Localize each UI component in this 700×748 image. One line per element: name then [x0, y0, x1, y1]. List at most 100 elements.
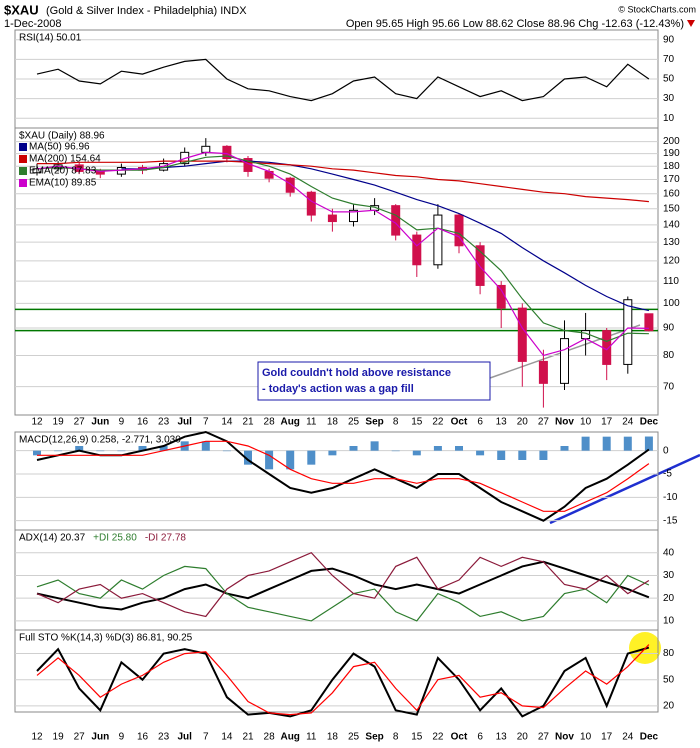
histogram-bar	[117, 450, 126, 452]
y-tick-label: 70	[663, 381, 675, 392]
x-tick-label: 22	[432, 417, 444, 428]
y-tick-label: 120	[663, 255, 680, 266]
x-tick-label: Sep	[365, 732, 383, 743]
panel-title: $XAU (Daily) 88.96	[19, 131, 105, 142]
histogram-bar	[623, 436, 632, 451]
x-tick-label: 21	[242, 417, 254, 428]
x-tick-label: Nov	[555, 417, 574, 428]
histogram-bar	[497, 450, 506, 460]
y-tick-label: 150	[663, 203, 680, 214]
x-tick-label: 25	[348, 732, 360, 743]
x-tick-label: Jun	[91, 417, 109, 428]
candle-body	[475, 245, 485, 286]
histogram-bar	[33, 450, 41, 456]
series-line	[37, 160, 649, 203]
x-tick-label: Dec	[640, 732, 659, 743]
histogram-bar	[54, 450, 63, 452]
x-tick-label: Dec	[640, 417, 659, 428]
panel-title: Full STO %K(14,3) %D(3) 86.81, 90.25	[19, 633, 193, 644]
symbol: $XAU	[4, 2, 39, 17]
y-tick-label: 80	[663, 350, 675, 361]
x-tick-label: 24	[622, 417, 634, 428]
candle-body	[644, 313, 654, 332]
candle-body	[349, 209, 358, 223]
annotation-box	[257, 361, 491, 401]
y-tick-label: -10	[663, 492, 678, 503]
x-tick-label: 14	[221, 732, 233, 743]
x-tick-label: 20	[517, 732, 529, 743]
histogram-bar	[518, 450, 527, 460]
histogram-bar	[328, 450, 337, 456]
y-tick-label: 70	[663, 54, 675, 65]
y-tick-label: 90	[663, 34, 675, 45]
x-tick-label: 15	[411, 417, 423, 428]
annotation-text: Gold couldn't hold above resistance	[262, 367, 451, 379]
candle-body	[454, 214, 464, 247]
x-tick-label: 17	[601, 417, 613, 428]
histogram-bar	[201, 441, 210, 451]
x-tick-label: 28	[264, 732, 276, 743]
candle-body	[391, 205, 401, 236]
x-tick-label: Nov	[555, 732, 574, 743]
candle-body	[306, 191, 316, 216]
histogram-bar	[539, 450, 548, 460]
x-tick-label: 15	[411, 732, 423, 743]
annotation: Gold couldn't hold above resistance - to…	[257, 361, 491, 401]
quote: Open 95.65 High 95.66 Low 88.62 Close 88…	[346, 18, 684, 30]
series-line	[36, 551, 650, 618]
y-tick-label: 30	[663, 93, 675, 104]
histogram-bar	[349, 446, 358, 451]
histogram-bar	[602, 436, 611, 451]
y-tick-label: 180	[663, 161, 680, 172]
y-tick-label: 160	[663, 188, 680, 199]
histogram-bar	[96, 450, 105, 452]
credit: © StockCharts.com	[618, 4, 696, 14]
histogram-bar	[244, 450, 252, 465]
histogram-bar	[222, 450, 231, 452]
x-tick-label: 22	[432, 732, 444, 743]
histogram-bar	[286, 450, 295, 470]
x-tick-label: 8	[393, 732, 399, 743]
histogram-bar	[412, 450, 421, 456]
y-tick-label: 140	[663, 220, 680, 231]
legend-swatch	[19, 179, 27, 187]
x-tick-label: 28	[264, 417, 276, 428]
candle-body	[201, 145, 211, 153]
x-tick-label: 17	[601, 732, 613, 743]
series-line	[121, 160, 650, 312]
legend-swatch	[19, 155, 27, 163]
series-line	[36, 560, 650, 611]
x-tick-label: 23	[158, 732, 170, 743]
x-tick-label: 24	[622, 732, 634, 743]
histogram-bar	[476, 450, 485, 456]
series-line	[36, 644, 650, 716]
index-name: (Gold & Silver Index - Philadelphia) IND…	[46, 5, 247, 17]
x-tick-label: 27	[538, 417, 550, 428]
x-tick-label: 6	[477, 732, 483, 743]
legend-entry: ADX(14) 20.37	[19, 533, 86, 544]
annotation-text: - today's action was a gap fill	[262, 383, 414, 395]
histogram-bar	[560, 446, 569, 451]
panel-frame	[14, 529, 659, 631]
y-tick-label: 110	[663, 276, 679, 287]
candle-body	[327, 214, 337, 223]
y-tick-label: 200	[663, 136, 680, 147]
histogram-bar	[581, 436, 590, 451]
candle-body	[496, 284, 506, 309]
candle-body	[32, 168, 42, 174]
histogram-bar	[307, 450, 316, 465]
x-tick-label: 7	[203, 732, 209, 743]
histogram-bar	[159, 446, 168, 451]
series-line	[36, 58, 650, 102]
y-tick-label: 50	[663, 74, 675, 85]
x-tick-label: 14	[221, 417, 233, 428]
x-tick-label: 16	[137, 732, 149, 743]
candle-body	[538, 360, 548, 384]
x-tick-label: 23	[158, 417, 170, 428]
x-tick-label: 18	[327, 732, 339, 743]
x-tick-label: 11	[306, 732, 317, 743]
x-tick-label: 13	[496, 417, 508, 428]
candle-body	[285, 177, 295, 193]
histogram-bar	[391, 450, 400, 452]
